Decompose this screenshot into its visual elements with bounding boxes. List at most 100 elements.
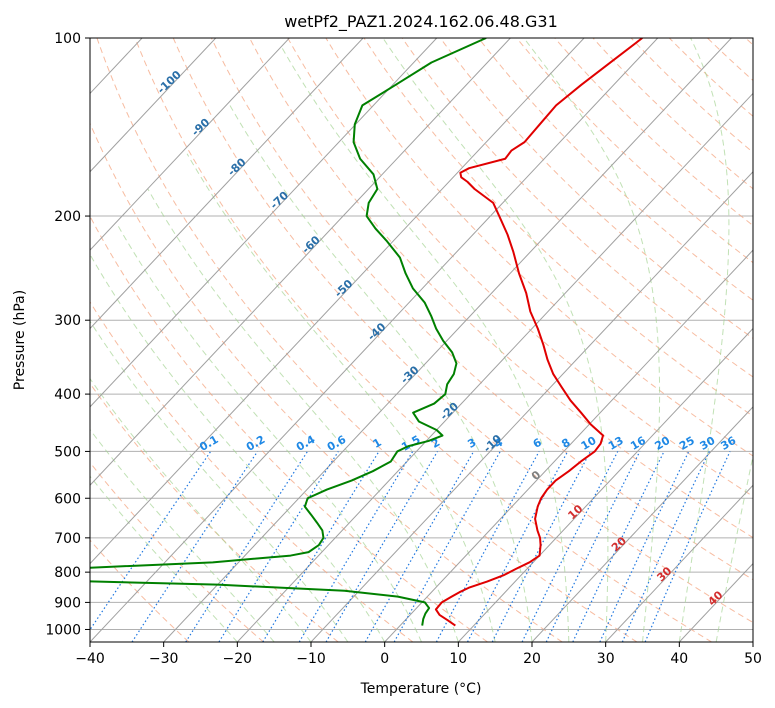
mixing-ratio-line [521, 451, 619, 642]
mixing-ratio-line [393, 451, 501, 642]
isotherm [384, 249, 753, 642]
y-tick-label: 1000 [45, 623, 81, 639]
x-axis-title: Temperature (°C) [360, 681, 482, 697]
moist-adiabat [90, 475, 238, 642]
mixing-ratio-line [131, 451, 259, 642]
moist-adiabat [715, 453, 753, 642]
moist-adiabat [382, 38, 609, 642]
dry-adiabat [401, 38, 753, 378]
dry-adiabat [134, 38, 712, 642]
moist-adiabat [523, 38, 661, 642]
mixing-ratio-label: 6 [531, 436, 544, 451]
mixing-ratio-line [364, 451, 475, 642]
mixing-ratio-label: 30 [698, 434, 718, 453]
isotherm [310, 171, 753, 642]
mixing-ratio-line [298, 451, 414, 642]
x-tick-label: 30 [597, 651, 615, 667]
moist-adiabat [186, 153, 496, 642]
moist-adiabat [90, 428, 275, 642]
x-tick-label: 10 [449, 651, 467, 667]
isotherm [90, 38, 290, 251]
dry-adiabat [516, 38, 753, 264]
y-tick-label: 300 [54, 313, 81, 329]
isotherm [605, 484, 753, 642]
dry-adiabat [287, 38, 753, 498]
isotherm [90, 38, 585, 565]
y-tick-label: 100 [54, 31, 81, 47]
mixing-ratio-label: 1 [371, 436, 384, 451]
isotherm-label: -100 [155, 68, 184, 97]
isotherm [163, 38, 732, 642]
dry-adiabat [172, 38, 753, 624]
mixing-ratio-line [545, 451, 641, 642]
y-tick-label: 700 [54, 531, 81, 547]
isotherm-label: -50 [332, 277, 356, 300]
isotherm-label: -80 [225, 155, 249, 178]
sounding-profiles [90, 38, 643, 627]
y-tick-label: 400 [54, 387, 81, 403]
dry-adiabat [363, 38, 753, 417]
isotherm [531, 406, 753, 642]
mixing-ratio-line [466, 451, 569, 642]
isotherm-label: -90 [189, 116, 213, 139]
isotherm-label: -60 [299, 233, 323, 256]
dry-adiabat [554, 38, 753, 227]
x-tick-label: −10 [296, 651, 326, 667]
mixing-ratio-label: 16 [628, 434, 648, 453]
background-lines [0, 38, 753, 642]
isotherm [752, 641, 753, 642]
mixing-ratio-line [218, 451, 339, 642]
dry-adiabat [90, 461, 264, 642]
moist-adiabat [90, 377, 312, 642]
temperature-profile [434, 38, 643, 627]
dry-adiabat [745, 38, 753, 46]
mixing-ratio-line [435, 451, 540, 642]
mixing-ratio-label: 13 [606, 434, 626, 453]
chart-title: wetPf2_PAZ1.2024.162.06.48.G31 [284, 12, 558, 32]
y-tick-label: 900 [54, 595, 81, 611]
isotherm [90, 38, 438, 408]
isotherm [90, 38, 364, 330]
x-tick-label: 0 [380, 651, 389, 667]
isotherm [90, 38, 217, 173]
dry-adiabat [249, 38, 753, 539]
mixing-ratio-label: 0.4 [294, 433, 318, 454]
isotherm-label: -30 [398, 363, 422, 386]
isotherm [236, 92, 753, 642]
mixing-ratio-label: 0.1 [197, 433, 220, 454]
isotherm-label: -20 [438, 400, 462, 423]
mixing-ratio-line [644, 451, 731, 642]
y-tick-label: 200 [54, 209, 81, 225]
mixing-ratio-line [572, 451, 665, 642]
isotherm [0, 38, 68, 642]
axes: −40 −30 −20 −10 0 10 20 30 40 50 1000 900 800 700 600 5… [45, 31, 762, 667]
x-tick-label: 20 [523, 651, 541, 667]
dry-adiabat [325, 38, 753, 457]
moist-adiabat [90, 320, 349, 642]
plot-frame [89, 37, 754, 643]
x-tick-label: −40 [75, 651, 105, 667]
mixing-ratio-line [599, 451, 690, 642]
mixing-ratio-line [185, 451, 309, 642]
mixing-ratio-label: 0.2 [244, 433, 267, 454]
dry-adiabat [90, 122, 563, 642]
x-tick-label: 40 [670, 651, 688, 667]
mixing-ratio-label: 25 [677, 434, 697, 453]
isotherm-label: 40 [705, 588, 725, 608]
mixing-ratio-label: 20 [652, 434, 672, 453]
dry-adiabat [90, 539, 190, 642]
isotherm [90, 38, 659, 642]
y-tick-label: 500 [54, 444, 81, 460]
moist-adiabat [90, 254, 386, 642]
isotherm [90, 38, 511, 486]
dry-adiabat [707, 38, 753, 82]
x-tick-label: −20 [223, 651, 253, 667]
dewpoint-profile [90, 38, 487, 626]
y-axis-title: Pressure (hPa) [12, 290, 28, 390]
dry-adiabat [90, 215, 488, 642]
moist-adiabat [678, 38, 730, 642]
x-tick-label: 50 [744, 651, 762, 667]
isotherm [457, 327, 753, 642]
mixing-ratio-line [325, 451, 439, 642]
